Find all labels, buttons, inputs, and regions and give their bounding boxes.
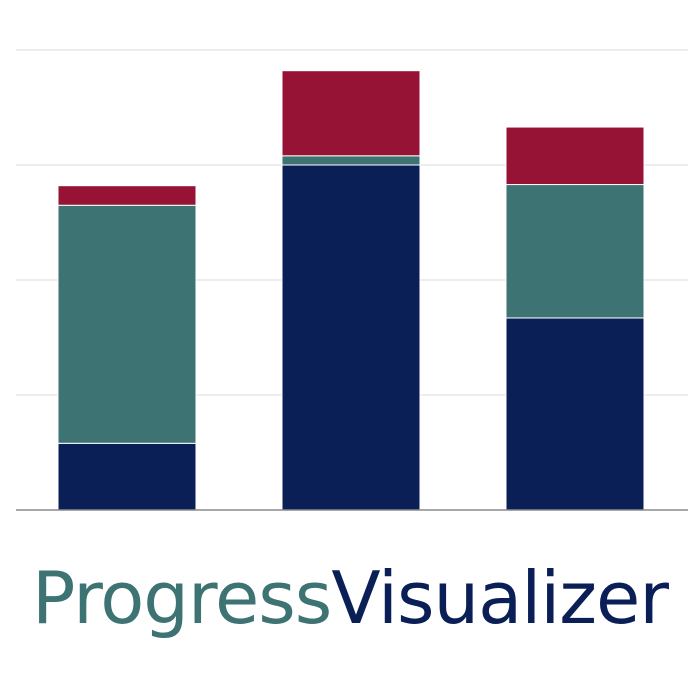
bar-1-segment-3 [57, 185, 197, 206]
bar-2-segment-3 [281, 70, 421, 157]
wordmark-visualizer: Visualizer [331, 556, 669, 640]
stacked-bar-chart-graphic [16, 49, 688, 511]
wordmark-progress: Progress [32, 556, 332, 640]
bar-2-segment-2 [281, 155, 421, 166]
bar-3-segment-2 [505, 184, 645, 319]
wordmark: ProgressVisualizer [0, 548, 700, 648]
bar-3-segment-1 [505, 317, 645, 511]
bar-1-segment-2 [57, 204, 197, 444]
bar-1-segment-1 [57, 442, 197, 511]
bar-3-segment-3 [505, 126, 645, 186]
bar-2-segment-1 [281, 164, 421, 511]
